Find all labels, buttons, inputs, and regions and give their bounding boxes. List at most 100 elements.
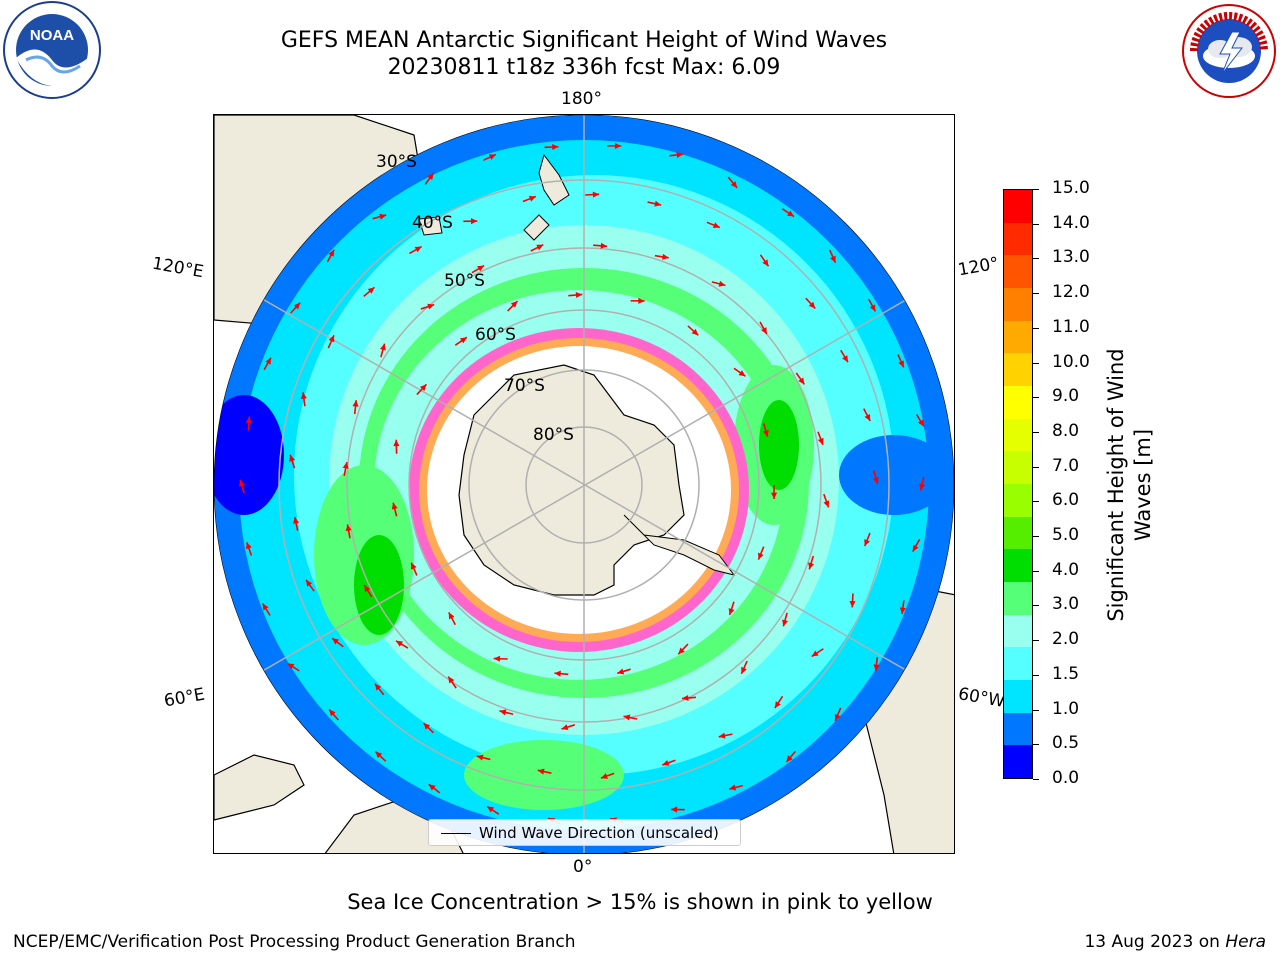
wind-wave-arrowhead — [391, 502, 398, 510]
wind-wave-arrowhead — [293, 302, 301, 310]
wind-wave-arrowhead — [536, 244, 544, 251]
wind-wave-arrowhead — [834, 713, 841, 721]
wind-wave-arrowhead — [245, 416, 252, 424]
colorbar-segment — [1004, 712, 1032, 746]
sea-ice-caption: Sea Ice Concentration > 15% is shown in … — [347, 890, 933, 914]
wind-wave-arrowhead — [682, 694, 689, 702]
colorbar-segment — [1004, 190, 1032, 223]
wind-wave-arrowhead — [328, 335, 335, 343]
wind-wave-arrowhead — [395, 640, 403, 647]
colorbar-tick-label: 0.0 — [1052, 768, 1080, 788]
wind-wave-arrowhead — [414, 246, 422, 253]
wind-wave-arrowhead — [239, 479, 245, 487]
wind-wave-arrowhead — [561, 724, 569, 731]
wind-wave-arrowhead — [638, 297, 645, 304]
colorbar-tick-mark — [1033, 258, 1039, 260]
wind-wave-arrowhead — [352, 400, 359, 407]
wind-wave-arrowhead — [600, 773, 608, 779]
colorbar-tick-mark — [1033, 397, 1039, 399]
colorbar-tick-mark — [1033, 779, 1039, 780]
colorbar-tick-label: 10.0 — [1052, 351, 1090, 372]
colorbar-segment — [1004, 614, 1032, 648]
wind-wave-arrowhead — [762, 259, 769, 267]
colorbar-tick-label: 8.0 — [1052, 420, 1080, 441]
wind-wave-arrowhead — [499, 709, 507, 716]
wind-wave-arrowhead — [873, 664, 880, 671]
colorbar-tick-mark — [1033, 293, 1039, 295]
wind-wave-arrowhead — [617, 668, 625, 675]
wind-wave-arrowhead — [762, 429, 769, 437]
wind-wave-arrowhead — [798, 377, 805, 385]
wind-wave-arrowhead — [345, 524, 352, 532]
wind-wave-arrowhead — [738, 370, 746, 377]
colorbar-tick-mark — [1033, 605, 1039, 607]
wind-wave-arrowhead — [678, 647, 685, 655]
wind-wave-arrowhead — [305, 579, 313, 587]
colorbar-tick-label: 15.0 — [1052, 178, 1090, 198]
lon-label-180: 180° — [561, 89, 602, 109]
wind-wave-arrowhead — [379, 343, 386, 351]
wind-wave-arrowhead — [552, 143, 559, 151]
wind-wave-arrowhead — [761, 327, 767, 335]
wind-wave-arrowhead — [741, 666, 747, 674]
lat-label-80s: 80°S — [533, 425, 574, 445]
colorbar-tick-mark — [1033, 362, 1039, 364]
wind-wave-arrowhead — [419, 384, 427, 392]
map-legend: Wind Wave Direction (unscaled) — [428, 819, 741, 846]
wind-wave-arrowhead — [493, 655, 501, 662]
colorbar-segment — [1004, 353, 1032, 387]
wind-wave-arrowhead — [849, 600, 856, 608]
chart-title: GEFS MEAN Antarctic Significant Height o… — [280, 28, 888, 53]
wind-wave-arrowhead — [842, 355, 848, 363]
wind-wave-arrowhead — [623, 714, 631, 721]
lon-label-120e: 120°E — [150, 253, 206, 283]
colorbar-tick-label: 5.0 — [1052, 525, 1080, 546]
wind-wave-arrowhead — [691, 328, 699, 336]
wind-wave-arrowhead — [864, 539, 870, 547]
wind-wave-arrowhead — [329, 709, 336, 717]
wind-wave-arrowhead — [537, 768, 545, 775]
wind-wave-arrowhead — [367, 287, 375, 294]
colorbar-segment — [1004, 647, 1032, 681]
wind-wave-arrowhead — [899, 607, 906, 615]
chart-subtitle: 20230811 t18z 336h fcst Max: 6.09 — [387, 55, 781, 80]
colorbar-segment — [1004, 745, 1032, 778]
wind-wave-arrowhead — [782, 619, 788, 627]
wind-wave-arrowhead — [245, 542, 252, 550]
wind-wave-arrowhead — [328, 249, 335, 257]
wind-wave-arrowhead — [864, 414, 871, 422]
wind-wave-arrowhead — [830, 255, 836, 263]
footer-credit: NCEP/EMC/Verification Post Processing Pr… — [13, 932, 576, 952]
colorbar-tick-mark — [1033, 501, 1039, 503]
wind-wave-arrowhead — [592, 191, 600, 198]
wind-wave-arrowhead — [774, 701, 781, 709]
wind-wave-arrowhead — [393, 439, 400, 447]
wind-wave-arrowhead — [428, 784, 436, 791]
colorbar-tick-label: 13.0 — [1052, 247, 1090, 268]
wind-wave-arrowhead — [293, 517, 300, 524]
colorbar-segment — [1004, 516, 1032, 550]
lat-label-30s: 30°S — [376, 152, 417, 172]
colorbar-segment — [1004, 680, 1032, 713]
wind-wave-arrowhead — [757, 552, 764, 560]
colorbar-tick-mark — [1033, 674, 1039, 676]
colorbar-tick-mark — [1033, 640, 1039, 642]
wind-wave-arrowhead — [427, 303, 435, 310]
wind-wave-arrowhead — [662, 759, 670, 766]
wind-wave-arrowhead — [487, 806, 495, 813]
wind-wave-arrowhead — [374, 683, 382, 691]
colorbar-tick-mark — [1033, 431, 1039, 433]
colorbar-segment — [1004, 451, 1032, 485]
wind-wave-arrowhead — [477, 265, 485, 272]
colorbar-tick-mark — [1033, 536, 1039, 538]
wind-wave-arrowhead — [771, 492, 778, 499]
colorbar-tick-mark — [1033, 466, 1039, 468]
lon-label-60e: 60°E — [162, 684, 207, 712]
new-zealand-land — [523, 153, 570, 241]
lat-label-70s: 70°S — [504, 376, 545, 396]
wind-wave-arrowhead — [811, 650, 819, 657]
wind-wave-arrowhead — [342, 462, 349, 469]
wind-wave-arrowhead — [817, 437, 824, 445]
wind-wave-arrowhead — [718, 280, 726, 287]
wind-wave-arrowhead — [375, 751, 383, 759]
